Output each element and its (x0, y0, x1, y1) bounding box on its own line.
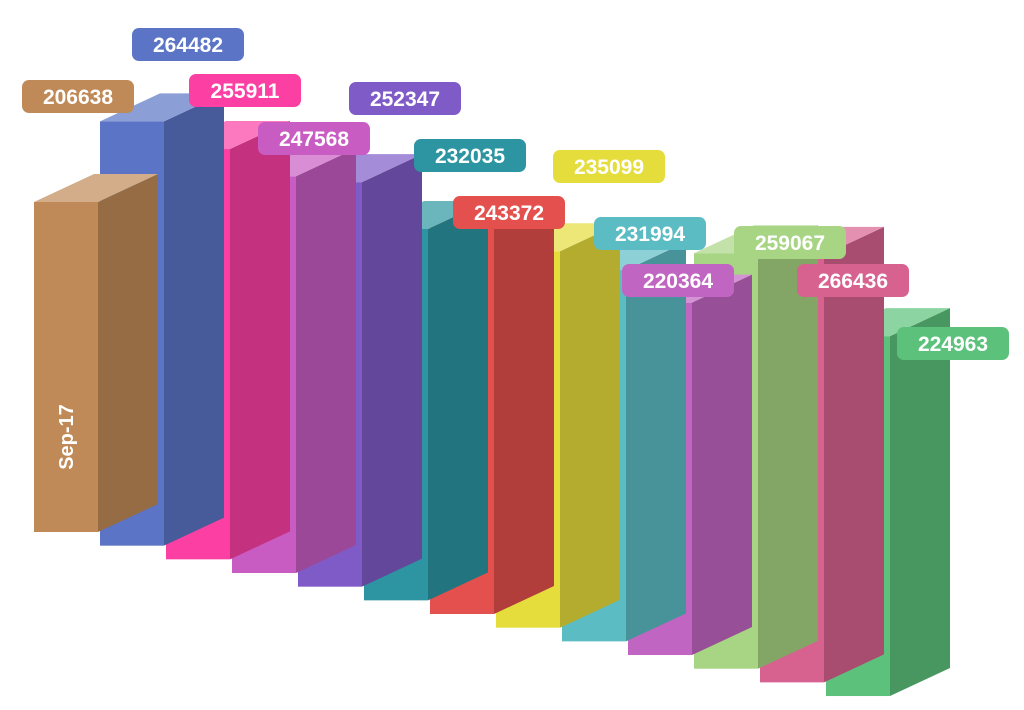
bar-sep-17: Sep-17 (34, 174, 158, 532)
value-label-box (453, 196, 565, 229)
value-label-text: 264482 (153, 34, 223, 57)
bar-side-face (296, 148, 356, 574)
value-label-text: 247568 (279, 128, 349, 151)
value-label-text: 259067 (755, 232, 825, 255)
bar-side-face (824, 226, 884, 683)
bar-top-face (34, 174, 158, 202)
value-label-text: 220364 (643, 270, 713, 293)
value-label-text: 232035 (435, 145, 505, 168)
value-label-sep-17: 206638 (22, 80, 134, 113)
value-label-aug-18: 266436 (797, 264, 909, 297)
value-labels-group: 206638 264482 255911 247568 252347 232035 2433… (22, 28, 1009, 360)
value-label-box (734, 226, 846, 259)
value-label-text: 252347 (370, 88, 440, 111)
bar-side-face (98, 174, 158, 532)
value-label-box (189, 74, 301, 107)
bar-side-face (164, 93, 224, 546)
value-label-oct-17: 264482 (132, 28, 244, 61)
value-label-box (22, 80, 134, 113)
bar-side-face (362, 154, 422, 587)
value-label-box (349, 82, 461, 115)
value-label-nov-17: 255911 (189, 74, 301, 107)
value-label-box (553, 150, 665, 183)
value-label-text: 231994 (615, 223, 685, 246)
value-label-dec-17: 247568 (258, 122, 370, 155)
bar-side-face (758, 225, 818, 669)
bar-side-face (560, 223, 620, 628)
category-label: Sep-17 (56, 404, 78, 470)
value-label-text: 255911 (211, 80, 280, 103)
bar-side-face (692, 274, 752, 656)
bar-side-face (890, 308, 950, 697)
value-label-text: 206638 (43, 86, 113, 109)
value-label-box (132, 28, 244, 61)
value-label-box (897, 327, 1009, 360)
value-label-box (622, 264, 734, 297)
value-label-text: 266436 (818, 270, 888, 293)
value-label-apr-18: 235099 (553, 150, 665, 183)
value-label-box (258, 122, 370, 155)
value-label-text: 224963 (918, 333, 988, 356)
bars-group: Sep-18Aug-18Jul-18Jun-18May-18Apr-18Mar-… (34, 93, 950, 697)
bar-side-face (626, 242, 686, 642)
value-label-may-18: 231994 (594, 217, 706, 250)
value-label-jan-18: 252347 (349, 82, 461, 115)
value-label-jul-18: 259067 (734, 226, 846, 259)
bar-side-face (428, 200, 488, 601)
value-label-text: 243372 (474, 202, 544, 225)
value-label-feb-18: 232035 (414, 139, 526, 172)
value-label-sep-18: 224963 (897, 327, 1009, 360)
value-label-jun-18: 220364 (622, 264, 734, 297)
value-label-box (594, 217, 706, 250)
value-label-mar-18: 243372 (453, 196, 565, 229)
value-label-box (797, 264, 909, 297)
bar-side-face (230, 121, 290, 560)
bar-front-face (34, 202, 98, 532)
value-label-box (414, 139, 526, 172)
value-label-text: 235099 (574, 156, 644, 179)
bar-side-face (494, 196, 554, 615)
